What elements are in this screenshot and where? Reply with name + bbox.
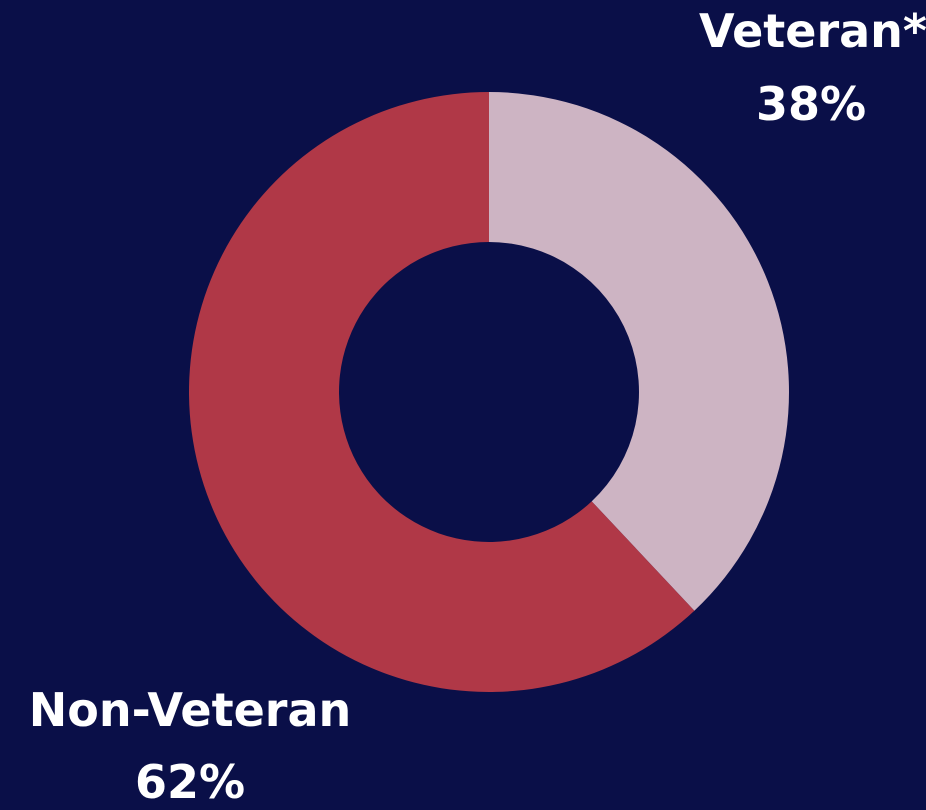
non-veteran-value-label: 62%	[135, 755, 245, 809]
slices-group	[189, 92, 790, 692]
veteran-category-label: Veteran*	[699, 4, 926, 58]
non-veteran-category-label: Non-Veteran	[29, 683, 352, 737]
veteran-value-label: 38%	[756, 77, 866, 131]
slice-veteran	[489, 92, 790, 611]
slice-non-veteran	[189, 92, 695, 692]
